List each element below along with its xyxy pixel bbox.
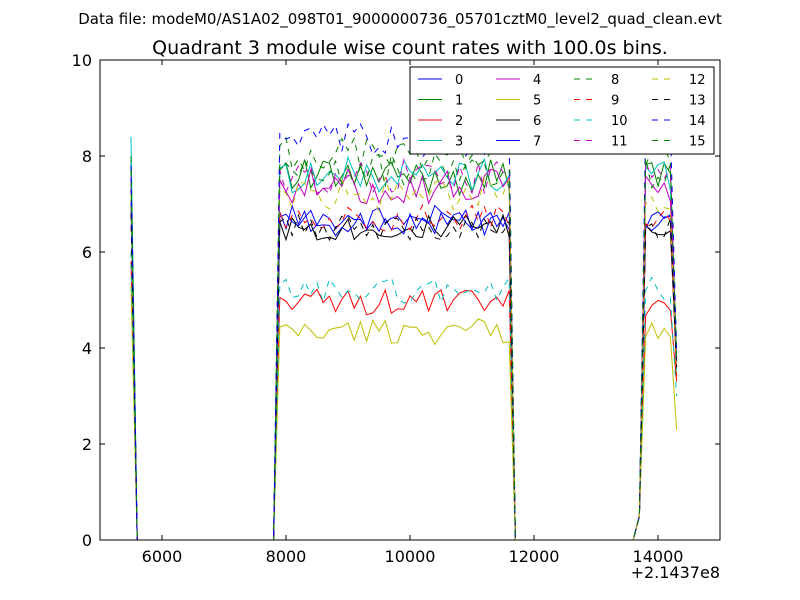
- legend-label-7: 7: [533, 135, 541, 150]
- legend-label-0: 0: [455, 73, 463, 88]
- x-offset-label: +2.1437e8: [631, 563, 720, 582]
- y-tick-label: 0: [82, 531, 92, 550]
- y-tick-label: 6: [82, 243, 92, 262]
- x-tick-label: 8000: [266, 547, 307, 566]
- chart-title: Quadrant 3 module wise count rates with …: [152, 37, 668, 59]
- series-line-12: [130, 176, 678, 541]
- x-tick-label: 14000: [633, 547, 684, 566]
- legend-label-6: 6: [533, 114, 541, 129]
- legend-label-4: 4: [533, 73, 541, 88]
- x-tick-label: 10000: [385, 547, 436, 566]
- legend-label-14: 14: [689, 114, 706, 129]
- y-tick-label: 2: [82, 435, 92, 454]
- y-tick-label: 4: [82, 339, 92, 358]
- legend-box: [409, 66, 715, 155]
- series-line-13: [130, 213, 678, 541]
- chart-suptitle: Data file: modeM0/AS1A02_098T01_90000007…: [78, 10, 722, 29]
- legend-label-11: 11: [611, 135, 628, 150]
- legend-label-12: 12: [689, 73, 706, 88]
- series-line-10: [130, 251, 678, 541]
- legend-label-8: 8: [611, 73, 619, 88]
- x-tick-label: 12000: [509, 547, 560, 566]
- legend-label-1: 1: [455, 94, 463, 109]
- legend-label-15: 15: [689, 135, 706, 150]
- series-line-11: [130, 157, 678, 541]
- legend-label-9: 9: [611, 94, 619, 109]
- y-tick-label: 8: [82, 147, 92, 166]
- x-tick-label: 6000: [142, 547, 183, 566]
- y-tick-label: 10: [72, 51, 92, 70]
- legend-label-13: 13: [689, 94, 706, 109]
- legend-label-2: 2: [455, 114, 463, 129]
- legend-label-5: 5: [533, 94, 541, 109]
- legend-label-3: 3: [455, 135, 463, 150]
- legend-label-10: 10: [611, 114, 628, 129]
